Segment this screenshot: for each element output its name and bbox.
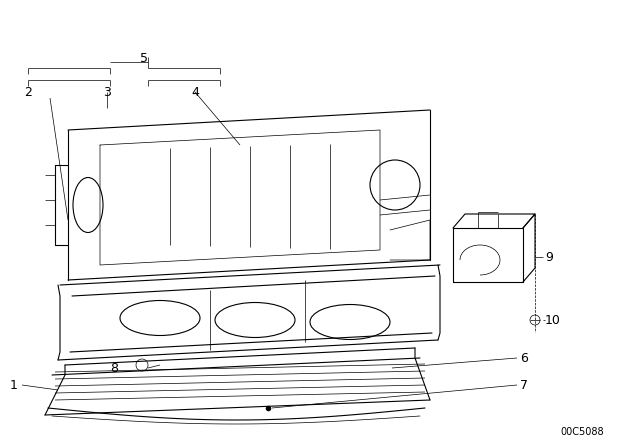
- Text: 4: 4: [191, 86, 199, 99]
- Text: 7: 7: [520, 379, 528, 392]
- Text: 3: 3: [103, 86, 111, 99]
- Text: 8: 8: [110, 362, 118, 375]
- Text: 9: 9: [545, 250, 553, 263]
- Text: 5: 5: [140, 52, 148, 65]
- Text: 6: 6: [520, 352, 528, 365]
- Text: 10: 10: [545, 314, 561, 327]
- Text: 00C5088: 00C5088: [560, 427, 604, 437]
- Text: 2: 2: [24, 86, 32, 99]
- Text: 1: 1: [10, 379, 18, 392]
